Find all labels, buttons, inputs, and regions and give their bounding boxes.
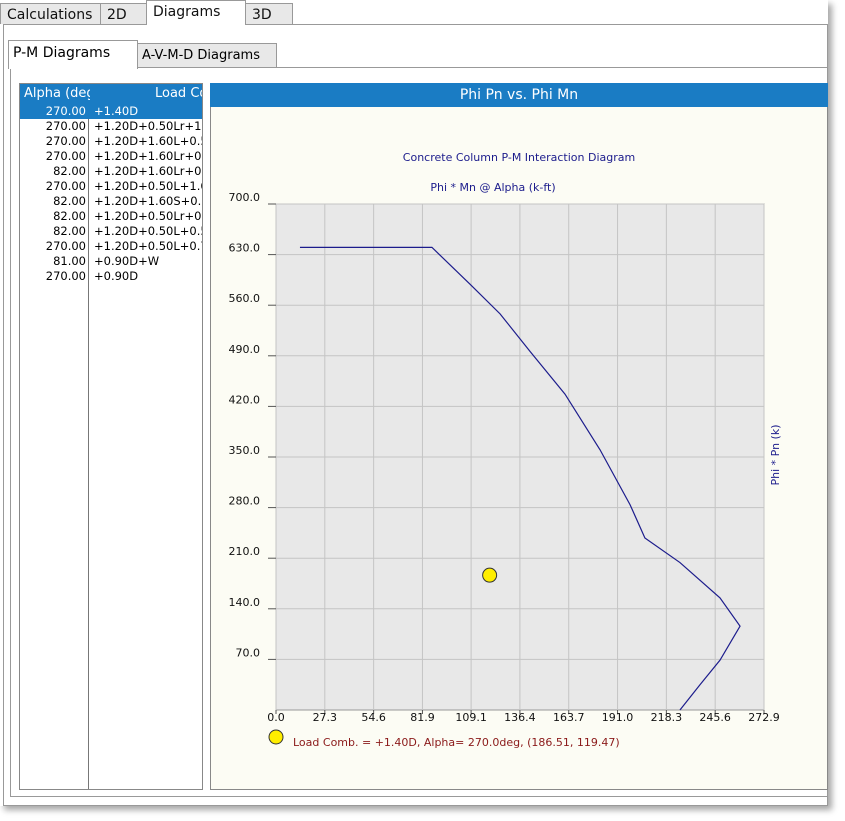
cell: +1.20D+0.50L+0.70S (94, 239, 203, 254)
list-row[interactable]: 270.00 +0.90D (20, 269, 202, 284)
cell: +1.20D+0.50Lr+0.50 (94, 209, 203, 224)
list-row[interactable]: 270.00 +1.20D+0.50L+0.70S (20, 239, 202, 254)
y-tick-label: 280.0 (229, 495, 261, 508)
legend-symbol (269, 730, 283, 744)
list-row[interactable]: 81.00 +0.90D+W (20, 254, 202, 269)
y-tick-label: 70.0 (236, 646, 261, 659)
cell: 270.00 (46, 119, 86, 134)
x-axis-title: Phi * Mn @ Alpha (k-ft) (430, 181, 555, 194)
x-tick-label: 136.4 (504, 711, 536, 724)
chart-header: Phi Pn vs. Phi Mn (460, 87, 578, 103)
y-tick-label: 490.0 (229, 343, 261, 356)
cell: 270.00 (46, 239, 86, 254)
list: Alpha (deg) Load Co 270.00 +1.40D 270.00 +1… (19, 83, 203, 790)
y-tick-label: 630.0 (229, 242, 261, 255)
list-header: Alpha (deg) Load Co (20, 84, 202, 104)
x-tick-label: 109.1 (455, 711, 487, 724)
y-tick-label: 420.0 (229, 393, 261, 406)
cell: 81.00 (53, 254, 86, 269)
x-tick-label: 191.0 (602, 711, 634, 724)
cell: +0.90D+W (94, 254, 203, 269)
list-row[interactable]: 270.00 +1.20D+0.50L+1.60S (20, 179, 202, 194)
x-tick-label: 81.9 (410, 711, 435, 724)
list-row[interactable]: 82.00 +1.20D+1.60Lr+0.50 (20, 164, 202, 179)
y-tick-label: 350.0 (229, 444, 261, 457)
cell: +1.20D+0.50L+0.50S (94, 224, 203, 239)
cell: 82.00 (53, 164, 86, 179)
x-tick-label: 245.6 (699, 711, 731, 724)
cell: 270.00 (46, 149, 86, 164)
cell: +1.20D+0.50Lr+1.60 (94, 119, 203, 134)
tab[interactable]: Calculations (0, 3, 101, 24)
cell: +1.20D+1.60Lr+0.50 (94, 164, 203, 179)
x-tick-label: 54.6 (361, 711, 386, 724)
column-header[interactable]: Load Co (155, 84, 203, 103)
chart: Phi Pn vs. Phi Mn Concrete Column P-M In… (210, 83, 828, 790)
x-tick-label: 218.3 (651, 711, 683, 724)
cell: 82.00 (53, 224, 86, 239)
cell: +1.40D (94, 104, 203, 119)
cell: +1.20D+0.50L+1.60S (94, 179, 203, 194)
list-row[interactable]: 270.00 +1.20D+1.60Lr+0.50 (20, 149, 202, 164)
column-header[interactable]: Alpha (deg) (24, 84, 90, 103)
y-tick-label: 210.0 (229, 545, 261, 558)
tab[interactable]: 3D (245, 3, 293, 24)
x-tick-label: 27.3 (313, 711, 338, 724)
subtab[interactable]: A-V-M-D Diagrams (137, 43, 277, 68)
x-tick-label: 0.0 (267, 711, 285, 724)
chart-title: Concrete Column P-M Interaction Diagram (403, 151, 635, 164)
tab[interactable]: 2D (100, 3, 150, 24)
cell: 270.00 (46, 134, 86, 149)
cell: 270.00 (46, 269, 86, 284)
cell: 270.00 (46, 179, 86, 194)
list-row[interactable]: 82.00 +1.20D+0.50Lr+0.50 (20, 209, 202, 224)
list-row[interactable]: 270.00 +1.40D (20, 104, 202, 119)
y-tick-label: 700.0 (229, 191, 261, 204)
cell: +1.20D+1.60Lr+0.50 (94, 149, 203, 164)
x-tick-label: 163.7 (553, 711, 585, 724)
cell: 82.00 (53, 194, 86, 209)
list-row[interactable]: 82.00 +1.20D+1.60S+0.50\ (20, 194, 202, 209)
y-axis-title: Phi * Pn (k) (769, 424, 782, 485)
cell: +0.90D (94, 269, 203, 284)
y-tick-label: 140.0 (229, 596, 261, 609)
x-tick-label: 272.9 (748, 711, 780, 724)
cell: 82.00 (53, 209, 86, 224)
window: Calculations 2D Diagrams 3D P-M Diagrams… (0, 0, 828, 806)
cell: +1.20D+1.60L+0.50S (94, 134, 203, 149)
cell: 270.00 (46, 104, 86, 119)
list-row[interactable]: 270.00 +1.20D+0.50Lr+1.60 (20, 119, 202, 134)
y-tick-label: 560.0 (229, 292, 261, 305)
list-row[interactable]: 82.00 +1.20D+0.50L+0.50S (20, 224, 202, 239)
point (483, 568, 497, 582)
subtab-active[interactable]: P-M Diagrams (8, 40, 138, 69)
legend-label: Load Comb. = +1.40D, Alpha= 270.0deg, (1… (293, 736, 620, 749)
list-row[interactable]: 270.00 +1.20D+1.60L+0.50S (20, 134, 202, 149)
tab-active[interactable]: Diagrams (146, 0, 246, 25)
cell: +1.20D+1.60S+0.50\ (94, 194, 203, 209)
